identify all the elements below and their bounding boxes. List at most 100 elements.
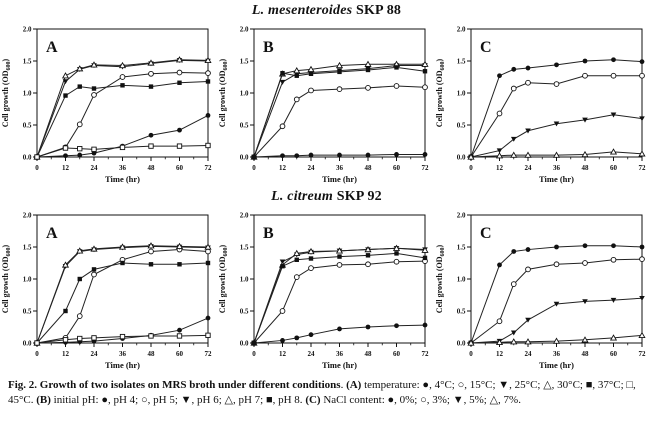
svg-text:12: 12 — [496, 350, 504, 358]
figure-caption: Fig. 2. Growth of two isolates on MRS br… — [0, 372, 653, 407]
svg-text:Cell growth (OD600): Cell growth (OD600) — [1, 244, 12, 313]
svg-text:24: 24 — [91, 350, 99, 358]
svg-text:12: 12 — [496, 164, 504, 172]
svg-text:48: 48 — [582, 164, 590, 172]
svg-text:24: 24 — [525, 350, 533, 358]
svg-text:1.0: 1.0 — [240, 275, 249, 283]
caption-segment: (C) — [305, 393, 321, 406]
svg-text:12: 12 — [62, 164, 70, 172]
svg-text:0.0: 0.0 — [457, 153, 466, 161]
svg-text:1.0: 1.0 — [240, 89, 249, 97]
svg-text:72: 72 — [422, 164, 430, 172]
svg-text:12: 12 — [279, 164, 287, 172]
svg-text:72: 72 — [422, 350, 430, 358]
svg-text:1.0: 1.0 — [457, 275, 466, 283]
caption-segment: (B) — [36, 393, 51, 406]
svg-text:C: C — [480, 39, 492, 56]
svg-text:Time (hr): Time (hr) — [539, 360, 574, 370]
chart-skp92-nacl: 0 12 24 36 48 60 72 0.0 0.5 1.0 1.5 2.0 Time (hr) Cel… — [435, 211, 646, 370]
svg-text:0.0: 0.0 — [23, 153, 32, 161]
svg-text:1.0: 1.0 — [23, 89, 32, 97]
svg-text:0.0: 0.0 — [23, 339, 32, 347]
svg-text:48: 48 — [365, 350, 373, 358]
chart-row-skp88: 0 12 24 36 48 60 72 0.0 0.5 1.0 1.5 2.0 Time (hr) Cel… — [0, 22, 653, 186]
svg-text:36: 36 — [553, 350, 561, 358]
svg-text:0.5: 0.5 — [457, 121, 466, 129]
caption-segment: initial pH: ●, pH 4; ○, pH 5; ▼, pH 6; △… — [50, 393, 306, 406]
svg-text:48: 48 — [148, 164, 156, 172]
svg-text:48: 48 — [148, 350, 156, 358]
svg-text:Time (hr): Time (hr) — [105, 360, 140, 370]
svg-text:Cell growth (OD600): Cell growth (OD600) — [218, 244, 229, 313]
svg-text:60: 60 — [610, 164, 618, 172]
svg-text:36: 36 — [336, 350, 344, 358]
svg-text:12: 12 — [62, 350, 70, 358]
row1-species-name: L. mesenteroides — [251, 3, 353, 18]
svg-text:60: 60 — [393, 350, 401, 358]
svg-text:0.0: 0.0 — [457, 339, 466, 347]
svg-text:0: 0 — [35, 350, 39, 358]
svg-text:72: 72 — [639, 164, 647, 172]
row1-strain-id: SKP 88 — [352, 3, 402, 18]
svg-text:2.0: 2.0 — [240, 211, 249, 219]
svg-text:C: C — [480, 225, 492, 242]
svg-text:1.5: 1.5 — [457, 57, 466, 65]
svg-text:24: 24 — [308, 350, 316, 358]
svg-text:Time (hr): Time (hr) — [105, 174, 140, 184]
svg-text:0.0: 0.0 — [240, 339, 249, 347]
svg-text:0: 0 — [252, 164, 256, 172]
svg-text:24: 24 — [525, 164, 533, 172]
caption-segment: NaCl content: ●, 0%; ○, 3%; ▼, 5%; △, 7%… — [320, 393, 521, 406]
svg-text:0: 0 — [469, 164, 473, 172]
svg-text:A: A — [46, 39, 58, 56]
svg-text:2.0: 2.0 — [23, 25, 32, 33]
svg-text:60: 60 — [393, 164, 401, 172]
svg-text:2.0: 2.0 — [457, 25, 466, 33]
svg-text:0: 0 — [252, 350, 256, 358]
svg-text:0.0: 0.0 — [240, 153, 249, 161]
caption-segment: Fig. 2. Growth of two isolates on MRS br… — [8, 379, 341, 391]
svg-text:0: 0 — [35, 164, 39, 172]
chart-row-skp92: 0 12 24 36 48 60 72 0.0 0.5 1.0 1.5 2.0 Time (hr) Cel… — [0, 208, 653, 372]
chart-skp92-temperature: 0 12 24 36 48 60 72 0.0 0.5 1.0 1.5 2.0 Time (hr) Cel… — [1, 211, 213, 370]
svg-text:0.5: 0.5 — [23, 121, 32, 129]
svg-text:0: 0 — [469, 350, 473, 358]
row1-title: L. mesenteroides SKP 88 — [0, 0, 653, 22]
chart-skp88-nacl: 0 12 24 36 48 60 72 0.0 0.5 1.0 1.5 2.0 Time (hr) Cel… — [435, 25, 647, 184]
svg-text:2.0: 2.0 — [457, 211, 466, 219]
row2-title: L. citreum SKP 92 — [0, 186, 653, 208]
svg-text:0.5: 0.5 — [457, 307, 466, 315]
svg-text:2.0: 2.0 — [240, 25, 249, 33]
svg-text:Time (hr): Time (hr) — [539, 174, 574, 184]
svg-text:1.5: 1.5 — [240, 243, 249, 251]
caption-segment: (A) — [346, 379, 362, 391]
svg-text:36: 36 — [119, 350, 127, 358]
svg-text:1.5: 1.5 — [23, 243, 32, 251]
chart-skp88-initial-ph: 0 12 24 36 48 60 72 0.0 0.5 1.0 1.5 2.0 Time (hr) Cel… — [218, 25, 430, 184]
svg-text:1.0: 1.0 — [457, 89, 466, 97]
svg-text:36: 36 — [119, 164, 127, 172]
svg-text:A: A — [46, 225, 58, 242]
svg-text:12: 12 — [279, 350, 287, 358]
svg-text:36: 36 — [336, 164, 344, 172]
svg-text:1.5: 1.5 — [23, 57, 32, 65]
chart-skp88-temperature: 0 12 24 36 48 60 72 0.0 0.5 1.0 1.5 2.0 Time (hr) Cel… — [1, 25, 212, 184]
svg-text:Cell growth (OD600): Cell growth (OD600) — [435, 244, 446, 313]
svg-text:48: 48 — [582, 350, 590, 358]
svg-text:2.0: 2.0 — [23, 211, 32, 219]
svg-text:60: 60 — [176, 164, 184, 172]
svg-text:72: 72 — [205, 350, 213, 358]
svg-text:24: 24 — [308, 164, 316, 172]
svg-text:B: B — [263, 39, 274, 56]
svg-text:60: 60 — [610, 350, 618, 358]
svg-text:0.5: 0.5 — [240, 307, 249, 315]
svg-text:1.5: 1.5 — [457, 243, 466, 251]
svg-text:Time (hr): Time (hr) — [322, 174, 357, 184]
svg-text:60: 60 — [176, 350, 184, 358]
row2-species-name: L. citreum — [271, 189, 334, 204]
caption-segment: . — [340, 379, 347, 391]
svg-text:Time (hr): Time (hr) — [322, 360, 357, 370]
svg-text:Cell growth (OD600): Cell growth (OD600) — [218, 58, 229, 127]
svg-text:0.5: 0.5 — [23, 307, 32, 315]
row2-strain-id: SKP 92 — [333, 189, 382, 204]
